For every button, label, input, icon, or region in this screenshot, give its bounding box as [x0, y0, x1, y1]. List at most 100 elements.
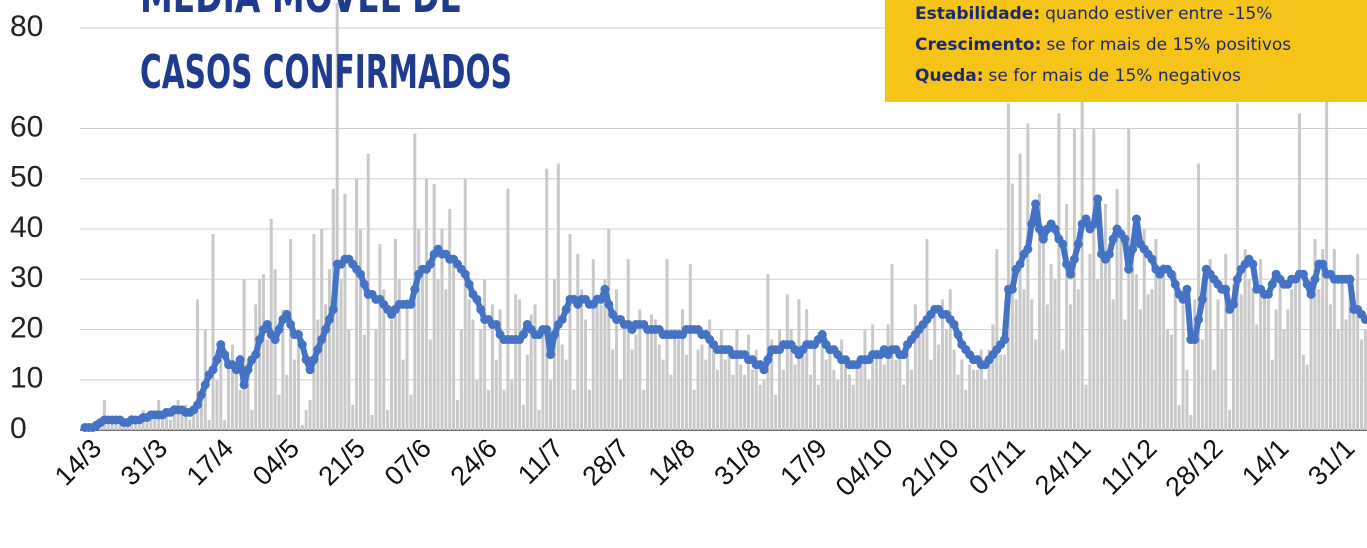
bar — [1131, 259, 1135, 430]
bar — [898, 349, 902, 430]
bar — [525, 354, 529, 430]
bar — [1115, 188, 1119, 430]
bar — [1363, 329, 1367, 430]
line-point — [763, 355, 773, 365]
bar — [886, 324, 890, 430]
bar — [723, 359, 727, 430]
note-text: se for mais de 15% negativos — [989, 66, 1242, 86]
bar — [1100, 229, 1104, 430]
bar — [1010, 183, 1014, 430]
bar — [1057, 113, 1061, 431]
bar — [568, 234, 572, 430]
bar — [219, 354, 223, 430]
x-tick-label: 14/1 — [1236, 433, 1294, 491]
bar — [1158, 279, 1162, 430]
bar — [498, 309, 502, 430]
bar — [192, 409, 196, 430]
bar — [983, 379, 987, 430]
bar — [510, 379, 514, 430]
bar — [750, 369, 754, 430]
bar — [1138, 309, 1142, 430]
line-point — [472, 294, 482, 304]
x-tick-label: 17/4 — [181, 433, 239, 491]
bar — [999, 354, 1003, 430]
bar — [382, 289, 386, 430]
bar — [285, 374, 289, 430]
line-point — [305, 365, 315, 375]
note-label: Queda: — [915, 66, 984, 86]
line-point — [1131, 214, 1141, 224]
bar — [250, 409, 254, 430]
line-point — [1221, 284, 1231, 294]
bar — [727, 349, 731, 430]
line-point — [546, 350, 556, 360]
bar — [521, 404, 525, 430]
bar — [719, 329, 723, 430]
line-point — [1302, 279, 1312, 289]
bar — [952, 349, 956, 430]
bar — [343, 193, 347, 430]
line-point — [262, 319, 272, 329]
bar — [308, 399, 312, 430]
bar — [1294, 284, 1298, 430]
bar — [735, 329, 739, 430]
plot-area — [80, 2, 1367, 432]
line-point — [1147, 254, 1157, 264]
bar — [1092, 128, 1096, 430]
bar — [944, 329, 948, 430]
line-point — [1228, 299, 1238, 309]
bar — [467, 299, 471, 430]
bar — [564, 359, 568, 430]
bar — [358, 229, 362, 430]
bar — [754, 349, 758, 430]
line-point — [1081, 214, 1091, 224]
bar — [692, 389, 696, 430]
bar — [646, 329, 650, 430]
line-point — [193, 400, 203, 410]
bar — [867, 379, 871, 430]
bar — [455, 399, 459, 430]
line-point — [1310, 274, 1320, 284]
bar — [1006, 103, 1010, 430]
bar — [673, 329, 677, 430]
bar — [1270, 359, 1274, 430]
bar — [1022, 289, 1026, 430]
bar — [909, 369, 913, 430]
bar — [572, 389, 576, 430]
bar — [715, 369, 719, 430]
bar — [681, 309, 685, 430]
bar — [390, 319, 394, 430]
bar — [1177, 404, 1181, 430]
bar — [653, 319, 657, 430]
bar — [921, 324, 925, 430]
bar — [622, 324, 626, 430]
bar — [459, 329, 463, 430]
bar — [479, 329, 483, 430]
bar — [1169, 334, 1173, 430]
bar — [913, 304, 917, 430]
note-label: Estabilidade: — [915, 4, 1040, 24]
bar — [1228, 409, 1232, 430]
x-tick-label: 07/11 — [963, 433, 1031, 501]
bar — [145, 419, 149, 430]
bar — [448, 208, 452, 430]
bar — [642, 389, 646, 430]
bar — [1107, 244, 1111, 430]
bar — [836, 379, 840, 430]
bar — [293, 359, 297, 430]
bar — [545, 168, 549, 430]
line-point — [1007, 284, 1017, 294]
y-tick-label: 50 — [10, 161, 43, 194]
bar — [956, 374, 960, 430]
bar — [1239, 294, 1243, 430]
bar — [894, 359, 898, 430]
line-point — [1062, 259, 1072, 269]
line-point — [216, 340, 226, 350]
y-tick-label: 0 — [10, 412, 27, 445]
bar — [273, 269, 277, 430]
line-point — [410, 284, 420, 294]
bar — [1274, 309, 1278, 430]
x-tick-label: 31/3 — [115, 433, 173, 491]
bar — [207, 419, 211, 430]
